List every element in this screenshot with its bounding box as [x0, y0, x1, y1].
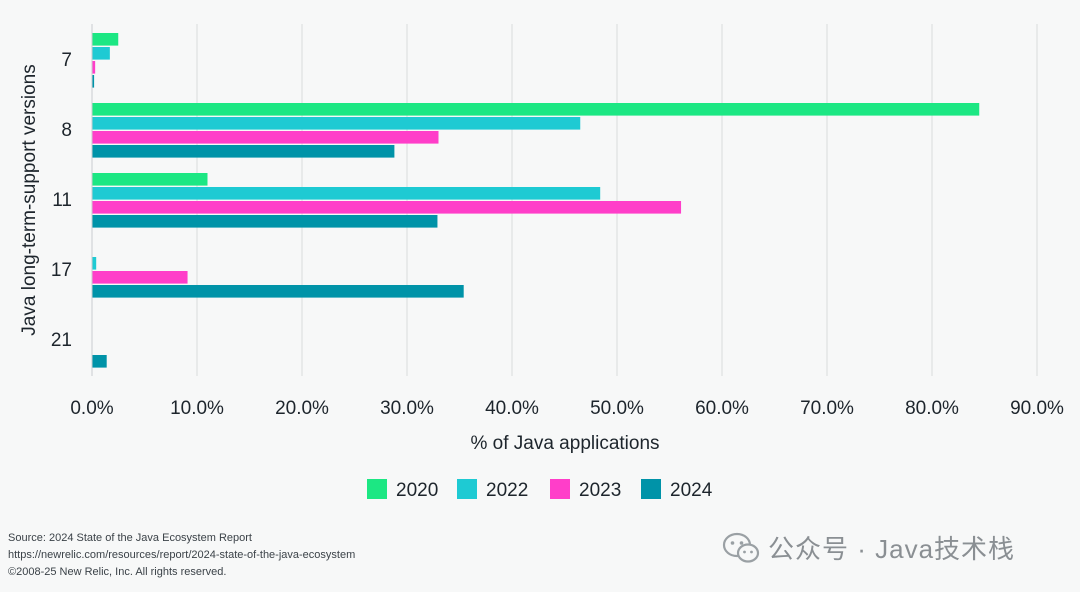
bar-11-2023	[92, 201, 682, 214]
bar-11-2022	[92, 187, 601, 200]
x-axis-title: % of Java applications	[470, 433, 659, 454]
category-label-17: 17	[51, 260, 72, 281]
bar-8-2022	[92, 117, 581, 130]
legend-swatch-2024	[641, 479, 661, 499]
y-axis-title: Java long-term-support versions	[19, 64, 40, 335]
bar-11-2024	[92, 215, 438, 228]
x-tick-label: 70.0%	[800, 398, 854, 419]
legend-label-2023: 2023	[579, 480, 621, 501]
x-tick-label: 80.0%	[905, 398, 959, 419]
wechat-icon	[722, 532, 760, 563]
legend-label-2024: 2024	[670, 480, 713, 501]
source-url: https://newrelic.com/resources/report/20…	[8, 549, 356, 561]
y-category-labels: 7 8 11 17 21	[51, 50, 72, 351]
bar-7-2024	[92, 75, 95, 88]
watermark: 公众号 · Java技术栈	[722, 529, 1015, 566]
bars	[92, 33, 980, 368]
x-tick-label: 0.0%	[70, 398, 113, 419]
grid-lines	[196, 24, 1038, 376]
legend-label-2020: 2020	[396, 480, 438, 501]
bar-8-2024	[92, 145, 395, 158]
footer-notes: Source: 2024 State of the Java Ecosystem…	[8, 530, 355, 581]
bar-17-2023	[92, 271, 188, 284]
x-tick-label: 50.0%	[590, 398, 644, 419]
x-tick-label: 90.0%	[1010, 398, 1064, 419]
x-tick-label: 60.0%	[695, 398, 749, 419]
category-label-8: 8	[61, 120, 72, 141]
category-label-11: 11	[52, 190, 72, 211]
x-tick-label: 10.0%	[170, 398, 224, 419]
bar-17-2022	[92, 257, 97, 270]
category-label-7: 7	[61, 50, 72, 71]
bar-7-2020	[92, 33, 119, 46]
source-text: Source: 2024 State of the Java Ecosystem…	[8, 532, 252, 544]
legend-swatch-2020	[367, 479, 387, 499]
category-label-21: 21	[51, 330, 72, 351]
bar-7-2022	[92, 47, 110, 60]
x-tick-label: 40.0%	[485, 398, 539, 419]
bar-17-2024	[92, 285, 464, 298]
legend-swatch-2023	[550, 479, 570, 499]
x-tick-label: 30.0%	[380, 398, 434, 419]
bar-11-2020	[92, 173, 208, 186]
legend-label-2022: 2022	[486, 480, 528, 501]
legend: 2020 2022 2023 2024	[367, 479, 713, 501]
bar-8-2020	[92, 103, 980, 116]
x-tick-labels: 0.0% 10.0% 20.0% 30.0% 40.0% 50.0% 60.0% 70.0% 8…	[70, 398, 1064, 419]
copyright-text: ©2008-25 New Relic, Inc. All rights rese…	[8, 566, 227, 578]
watermark-text: 公众号 · Java技术栈	[768, 534, 1016, 564]
bar-21-2024	[92, 355, 107, 368]
bar-8-2023	[92, 131, 439, 144]
bar-7-2023	[92, 61, 96, 74]
x-tick-label: 20.0%	[275, 398, 329, 419]
legend-swatch-2022	[457, 479, 477, 499]
